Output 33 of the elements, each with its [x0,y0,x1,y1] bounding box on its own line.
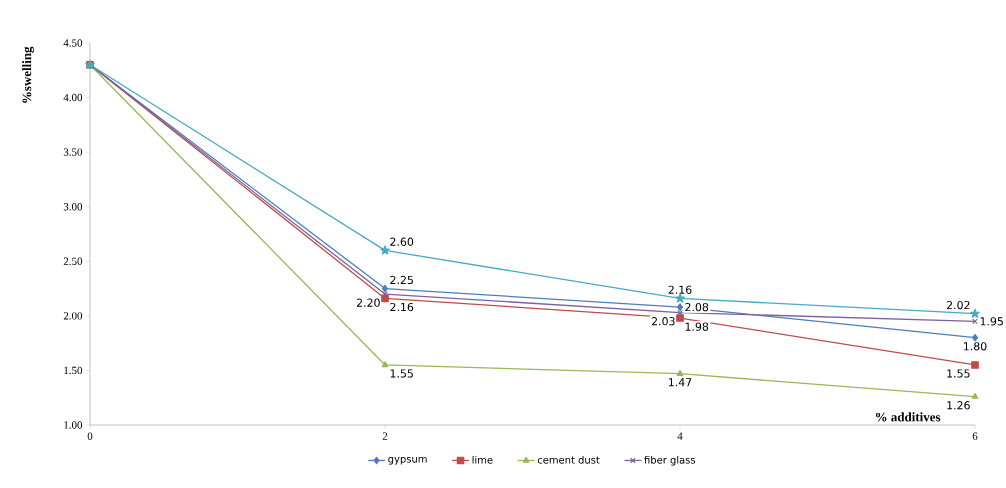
y-tick-label: 2.50 [63,257,83,266]
data-label: 1.55 [947,369,970,378]
legend-label: lime [472,455,493,464]
y-tick-label: 1.00 [64,421,83,429]
data-label: 1.98 [685,322,709,331]
y-tick-label: 2.00 [63,312,83,320]
y-tick-label: 4.00 [63,93,83,102]
data-label: 1.95 [980,317,1003,326]
data-label: 2.25 [390,275,413,285]
x-tick-label: 2 [382,432,388,440]
y-tick-label: 3.00 [63,203,83,211]
data-label: 2.03 [651,317,675,326]
y-tick-label: 1.50 [64,366,83,375]
y-tick-label: 4.50 [63,39,83,47]
data-label: 1.47 [669,378,692,387]
data-label: 2.20 [356,298,380,307]
x-tick-label: 0 [87,432,93,440]
legend-label: cement dust [537,455,600,464]
legend-label: gypsum [388,456,427,465]
data-label: 1.80 [964,342,987,351]
data-label: 2.16 [668,285,692,294]
y-tick-label: 3.50 [63,148,83,156]
data-label: 1.55 [390,369,413,378]
data-label: 2.08 [685,302,709,312]
data-label: 2.60 [390,237,414,246]
x-tick-label: 4 [677,432,683,440]
data-label: 2.16 [390,302,414,312]
x-axis-title: % additives [875,412,941,422]
data-label: 1.26 [947,401,970,410]
legend-label: fiber glass [644,455,696,466]
data-label: 2.02 [946,300,970,310]
x-tick-label: 6 [972,432,978,440]
y-axis-title: %swelling [22,46,34,103]
